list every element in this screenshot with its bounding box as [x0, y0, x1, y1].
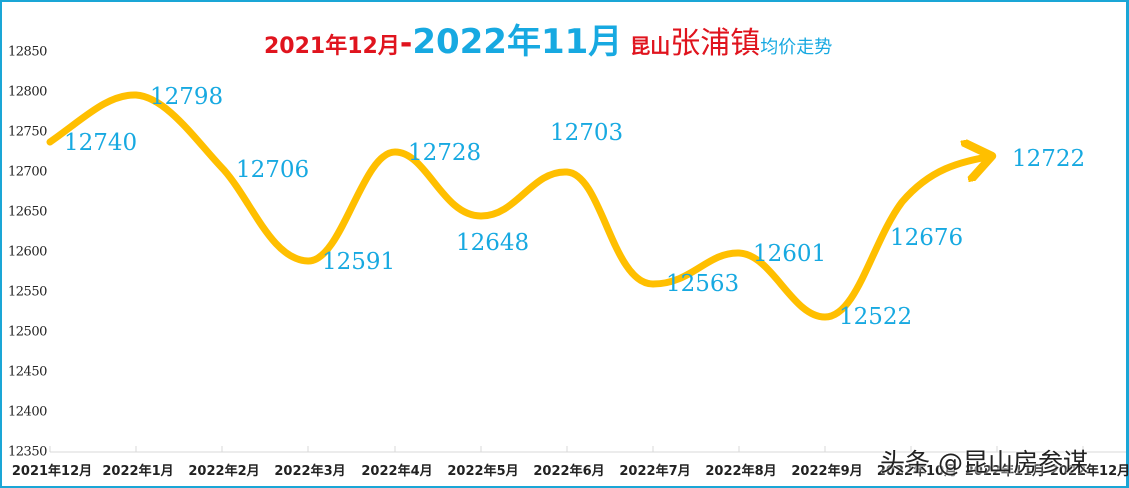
title-end-date: 2022年11月 — [412, 22, 623, 62]
x-tick-label: 2022年9月 — [791, 464, 863, 479]
data-label: 12648 — [456, 230, 530, 256]
y-tick-label: 12550 — [8, 284, 47, 300]
data-label: 12522 — [839, 304, 913, 330]
y-tick-label: 12600 — [8, 244, 47, 260]
y-tick-label: 12500 — [8, 324, 47, 340]
data-label: 12591 — [322, 249, 396, 275]
y-tick-label: 12650 — [8, 204, 47, 220]
title-start-date: 2021年12月 — [264, 34, 400, 59]
y-tick-label: 12400 — [8, 404, 47, 420]
x-tick-label: 2022年1月 — [102, 464, 174, 479]
x-axis-line — [49, 446, 1126, 453]
y-tick-label: 12700 — [8, 164, 47, 180]
x-tick-label: 2022年12月 — [1049, 464, 1129, 479]
x-tick-label: 2022年10月 — [876, 464, 958, 479]
x-tick-label: 2022年8月 — [705, 464, 777, 479]
title-suffix: 均价走势 — [760, 37, 833, 58]
y-tick-label: 12850 — [8, 44, 47, 60]
x-tick-label: 2022年3月 — [274, 464, 346, 479]
x-tick-label: 2021年12月 — [11, 464, 93, 479]
title-town: 张浦镇 — [670, 26, 761, 61]
x-tick-label: 2022年6月 — [533, 464, 605, 479]
title-city: 昆山 — [630, 34, 671, 58]
price-trend-line — [46, 91, 992, 321]
data-label: 12703 — [550, 120, 624, 146]
data-label: 12706 — [236, 157, 310, 183]
data-label: 12676 — [890, 225, 964, 251]
data-label: 12798 — [150, 84, 224, 110]
title-dash: - — [399, 26, 413, 61]
y-tick-label: 12750 — [8, 124, 47, 140]
data-label: 12601 — [753, 241, 827, 267]
data-label: 12728 — [408, 140, 482, 166]
data-label: 12722 — [1012, 146, 1086, 172]
x-tick-label: 2022年11月 — [964, 464, 1046, 479]
watermark: 头条 @昆山房参谋 — [880, 448, 1088, 477]
x-tick-label: 2022年5月 — [447, 464, 519, 479]
y-tick-label: 12450 — [8, 364, 47, 380]
data-label: 12563 — [666, 271, 740, 297]
x-tick-label: 2022年2月 — [188, 464, 260, 479]
y-tick-label: 12350 — [8, 444, 47, 460]
y-tick-label: 12800 — [8, 84, 47, 100]
chart-title: 2021年12月 - 2022年11月 昆山 张浦镇 均价走势 — [264, 14, 833, 62]
x-tick-label: 2022年7月 — [619, 464, 691, 479]
x-tick-label: 2022年4月 — [361, 464, 433, 479]
data-label: 12740 — [64, 130, 138, 156]
